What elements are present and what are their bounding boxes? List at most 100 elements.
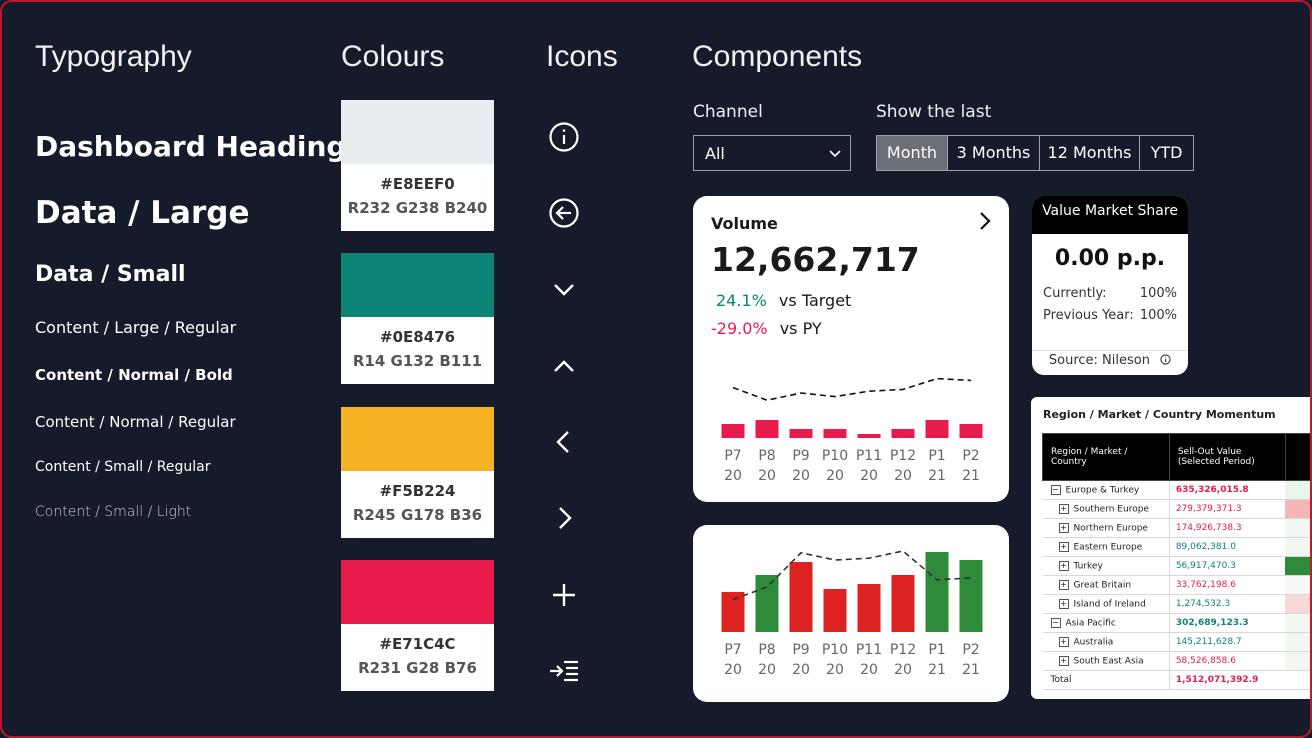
- expand-icon[interactable]: +: [1058, 598, 1069, 609]
- table-row[interactable]: + Southern Europe 279,379,371.3: [1042, 499, 1310, 519]
- chart-bar: [721, 592, 745, 632]
- chevron-right-icon[interactable]: [548, 502, 580, 534]
- row-indicator: [1285, 480, 1310, 500]
- x-tick-label: 20: [894, 468, 912, 484]
- table-row[interactable]: − Europe & Turkey 635,326,015.8: [1042, 480, 1310, 500]
- row-indicator: [1285, 537, 1310, 557]
- vms-prev-value: 100%: [1139, 308, 1177, 323]
- chart-bar: [925, 420, 949, 438]
- colours-title: Colours: [341, 40, 445, 73]
- x-tick-label: P12: [890, 642, 916, 658]
- table-row[interactable]: + Great Britain 33,762,198.6: [1042, 575, 1310, 595]
- vms-prev-row: Previous Year: 100%: [1043, 308, 1177, 323]
- chevron-right-icon[interactable]: [977, 211, 993, 231]
- row-value: 302,689,123.3: [1168, 613, 1286, 633]
- expand-icon[interactable]: +: [1058, 541, 1069, 552]
- row-name: Asia Pacific: [1065, 618, 1116, 629]
- chart-bar: [891, 575, 915, 632]
- table-row[interactable]: + Eastern Europe 89,062,381.0: [1042, 537, 1310, 557]
- chevron-down-icon: [829, 150, 841, 158]
- row-indicator: [1285, 575, 1310, 595]
- expand-icon[interactable]: +: [1058, 655, 1069, 666]
- table-row[interactable]: + Australia 145,211,628.7: [1042, 632, 1310, 652]
- chart-bar: [925, 552, 949, 632]
- colour-rgb: R232 G238 B240: [347, 199, 488, 217]
- row-name: Turkey: [1073, 561, 1103, 572]
- row-indicator: [1285, 670, 1310, 690]
- row-indicator: [1285, 651, 1310, 671]
- expand-icon[interactable]: +: [1058, 579, 1069, 590]
- vs-target-row: 24.1% vs Target: [711, 291, 851, 310]
- chart-bar: [857, 584, 881, 632]
- period-option-3-months[interactable]: 3 Months: [947, 135, 1040, 171]
- row-name: Southern Europe: [1073, 504, 1149, 515]
- type-content-large-regular: Content / Large / Regular: [35, 318, 237, 337]
- period-label: Show the last: [876, 102, 992, 122]
- plus-icon[interactable]: [548, 579, 580, 611]
- channel-label: Channel: [693, 102, 763, 122]
- x-tick-label: 20: [758, 662, 776, 678]
- row-value: 635,326,015.8: [1168, 480, 1286, 500]
- period-option-12-months[interactable]: 12 Months: [1039, 135, 1140, 171]
- table-row[interactable]: + South East Asia 58,526,858.6: [1042, 651, 1310, 671]
- chevron-left-icon[interactable]: [548, 426, 580, 458]
- chart-line-series: [732, 377, 972, 402]
- row-indicator: [1285, 499, 1310, 519]
- chart-bar: [755, 420, 779, 438]
- type-data-small: Data / Small: [35, 262, 186, 287]
- value-market-share-card[interactable]: Value Market Share 0.00 p.p. Currently: …: [1032, 196, 1188, 375]
- period-option-month[interactable]: Month: [876, 135, 948, 171]
- collapse-icon[interactable]: −: [1050, 617, 1061, 628]
- table-row[interactable]: + Turkey 56,917,470.3: [1042, 556, 1310, 576]
- chart-bar: [823, 429, 847, 438]
- x-tick-label: 20: [860, 662, 878, 678]
- expand-icon[interactable]: +: [1058, 503, 1069, 514]
- row-value: 1,274,532.3: [1168, 594, 1286, 614]
- back-circle-icon[interactable]: [548, 197, 580, 229]
- vms-currently-label: Currently:: [1043, 286, 1107, 301]
- col-region-header[interactable]: Region / Market / Country: [1042, 433, 1170, 481]
- expand-icon[interactable]: +: [1058, 560, 1069, 571]
- period-option-ytd[interactable]: YTD: [1139, 135, 1194, 171]
- x-tick-label: P7: [724, 642, 741, 658]
- table-row[interactable]: + Island of Ireland 1,274,532.3: [1042, 594, 1310, 614]
- type-content-small-regular: Content / Small / Regular: [35, 459, 211, 475]
- row-name: South East Asia: [1073, 656, 1144, 667]
- collapse-icon[interactable]: −: [1050, 484, 1061, 495]
- colour-hex: #E8EEF0: [380, 175, 455, 193]
- vms-currently-row: Currently: 100%: [1043, 286, 1177, 301]
- info-icon[interactable]: [548, 121, 580, 153]
- vms-title: Value Market Share: [1032, 196, 1188, 234]
- row-indicator: [1285, 556, 1310, 576]
- chevron-down-icon[interactable]: [548, 273, 580, 305]
- table-row[interactable]: − Asia Pacific 302,689,123.3: [1042, 613, 1310, 633]
- info-icon[interactable]: [1160, 354, 1171, 365]
- expand-icon[interactable]: +: [1058, 636, 1069, 647]
- expand-icon[interactable]: +: [1058, 522, 1069, 533]
- comparison-chart: P7 20 P8 20 P9 20 P10 20 P11 20 P12 20 P1 21 P2 21: [721, 550, 983, 678]
- icons-title: Icons: [546, 40, 618, 73]
- components-title: Components: [692, 40, 863, 73]
- type-content-normal-bold: Content / Normal / Bold: [35, 366, 233, 384]
- type-data-large: Data / Large: [35, 195, 250, 231]
- x-tick-label: 20: [792, 468, 810, 484]
- vs-target-label: vs Target: [778, 291, 852, 310]
- x-tick-label: P10: [822, 448, 848, 464]
- colour-hex: #0E8476: [380, 328, 455, 346]
- col-sellout-header[interactable]: Sell-Out Value (Selected Period): [1168, 433, 1286, 481]
- comparison-chart-card[interactable]: P7 20 P8 20 P9 20 P10 20 P11 20 P12 20 P1 21 P2 21: [693, 525, 1009, 702]
- table-row[interactable]: Total 1,512,071,392.9: [1042, 670, 1310, 690]
- row-name: Northern Europe: [1073, 523, 1148, 534]
- channel-select[interactable]: All: [693, 135, 851, 171]
- colour-chip: [341, 407, 494, 471]
- row-value: 1,512,071,392.9: [1168, 670, 1286, 690]
- indent-icon[interactable]: [548, 655, 580, 687]
- chevron-up-icon[interactable]: [548, 350, 580, 382]
- vms-source: Source: Nileson: [1048, 353, 1150, 368]
- volume-card[interactable]: Volume 12,662,717 24.1% vs Target -29.0%…: [693, 196, 1009, 502]
- x-tick-label: 20: [826, 662, 844, 678]
- table-row[interactable]: + Northern Europe 174,926,738.3: [1042, 518, 1310, 538]
- x-tick-label: P8: [758, 642, 775, 658]
- vs-py-row: -29.0% vs PY: [711, 319, 822, 338]
- colour-hex: #E71C4C: [379, 635, 456, 653]
